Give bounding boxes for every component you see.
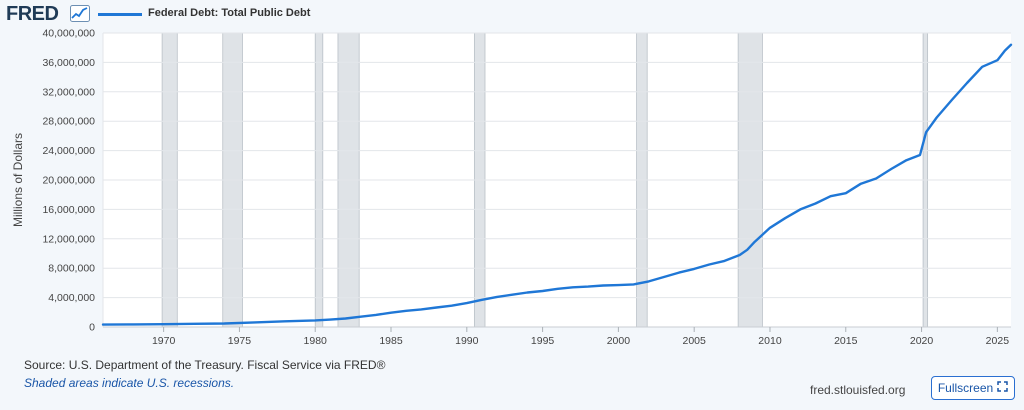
x-tick-label: 1995 — [531, 335, 555, 345]
recession-note: Shaded areas indicate U.S. recessions. — [24, 376, 235, 390]
x-tick-label: 2020 — [910, 335, 934, 345]
fullscreen-label: Fullscreen — [937, 381, 994, 395]
x-tick-label: 2000 — [607, 335, 631, 345]
x-tick-label: 2015 — [834, 335, 858, 345]
y-tick-label: 12,000,000 — [42, 233, 95, 245]
legend-swatch — [98, 13, 142, 16]
gridlines — [103, 32, 1011, 328]
site-link[interactable]: fred.stlouisfed.org — [810, 383, 906, 397]
x-tick-label: 1985 — [379, 335, 403, 345]
x-tick-label: 2010 — [758, 335, 782, 345]
x-tick-label: 1990 — [455, 335, 479, 345]
expand-icon — [997, 381, 1008, 395]
source-note: Source: U.S. Department of the Treasury.… — [24, 358, 386, 372]
y-tick-label: 40,000,000 — [42, 28, 95, 40]
x-tick-label: 2005 — [683, 335, 707, 345]
y-tick-label: 16,000,000 — [42, 204, 95, 216]
debt-series-line — [101, 43, 1013, 326]
fred-logo[interactable]: FRED — [6, 3, 59, 25]
chart-header: FRED Federal Debt: Total Public Debt — [6, 2, 606, 26]
y-tick-label: 36,000,000 — [42, 57, 95, 69]
x-tick-label: 1970 — [152, 335, 176, 345]
x-tick-label: 1975 — [228, 335, 252, 345]
y-tick-label: 8,000,000 — [48, 263, 95, 275]
x-tick-label: 2025 — [986, 335, 1010, 345]
axes: 0 4,000,000 8,000,000 12,000,000 16,000,000 2… — [42, 28, 1011, 345]
y-tick-label: 32,000,000 — [42, 86, 95, 98]
y-tick-label: 24,000,000 — [42, 145, 95, 157]
legend-label: Federal Debt: Total Public Debt — [148, 7, 311, 19]
x-tick-label: 1980 — [304, 335, 328, 345]
y-tick-label: 28,000,000 — [42, 116, 95, 128]
y-tick-label: 0 — [89, 322, 95, 334]
chart-plot: 0 4,000,000 8,000,000 12,000,000 16,000,000 2… — [11, 28, 1013, 345]
y-tick-label: 20,000,000 — [42, 175, 95, 187]
series-line — [101, 43, 1013, 326]
trend-chart-icon — [70, 5, 90, 27]
fullscreen-button[interactable]: Fullscreen — [931, 376, 1015, 400]
y-tick-label: 4,000,000 — [48, 292, 95, 304]
y-axis-label: Millions of Dollars — [11, 133, 25, 227]
